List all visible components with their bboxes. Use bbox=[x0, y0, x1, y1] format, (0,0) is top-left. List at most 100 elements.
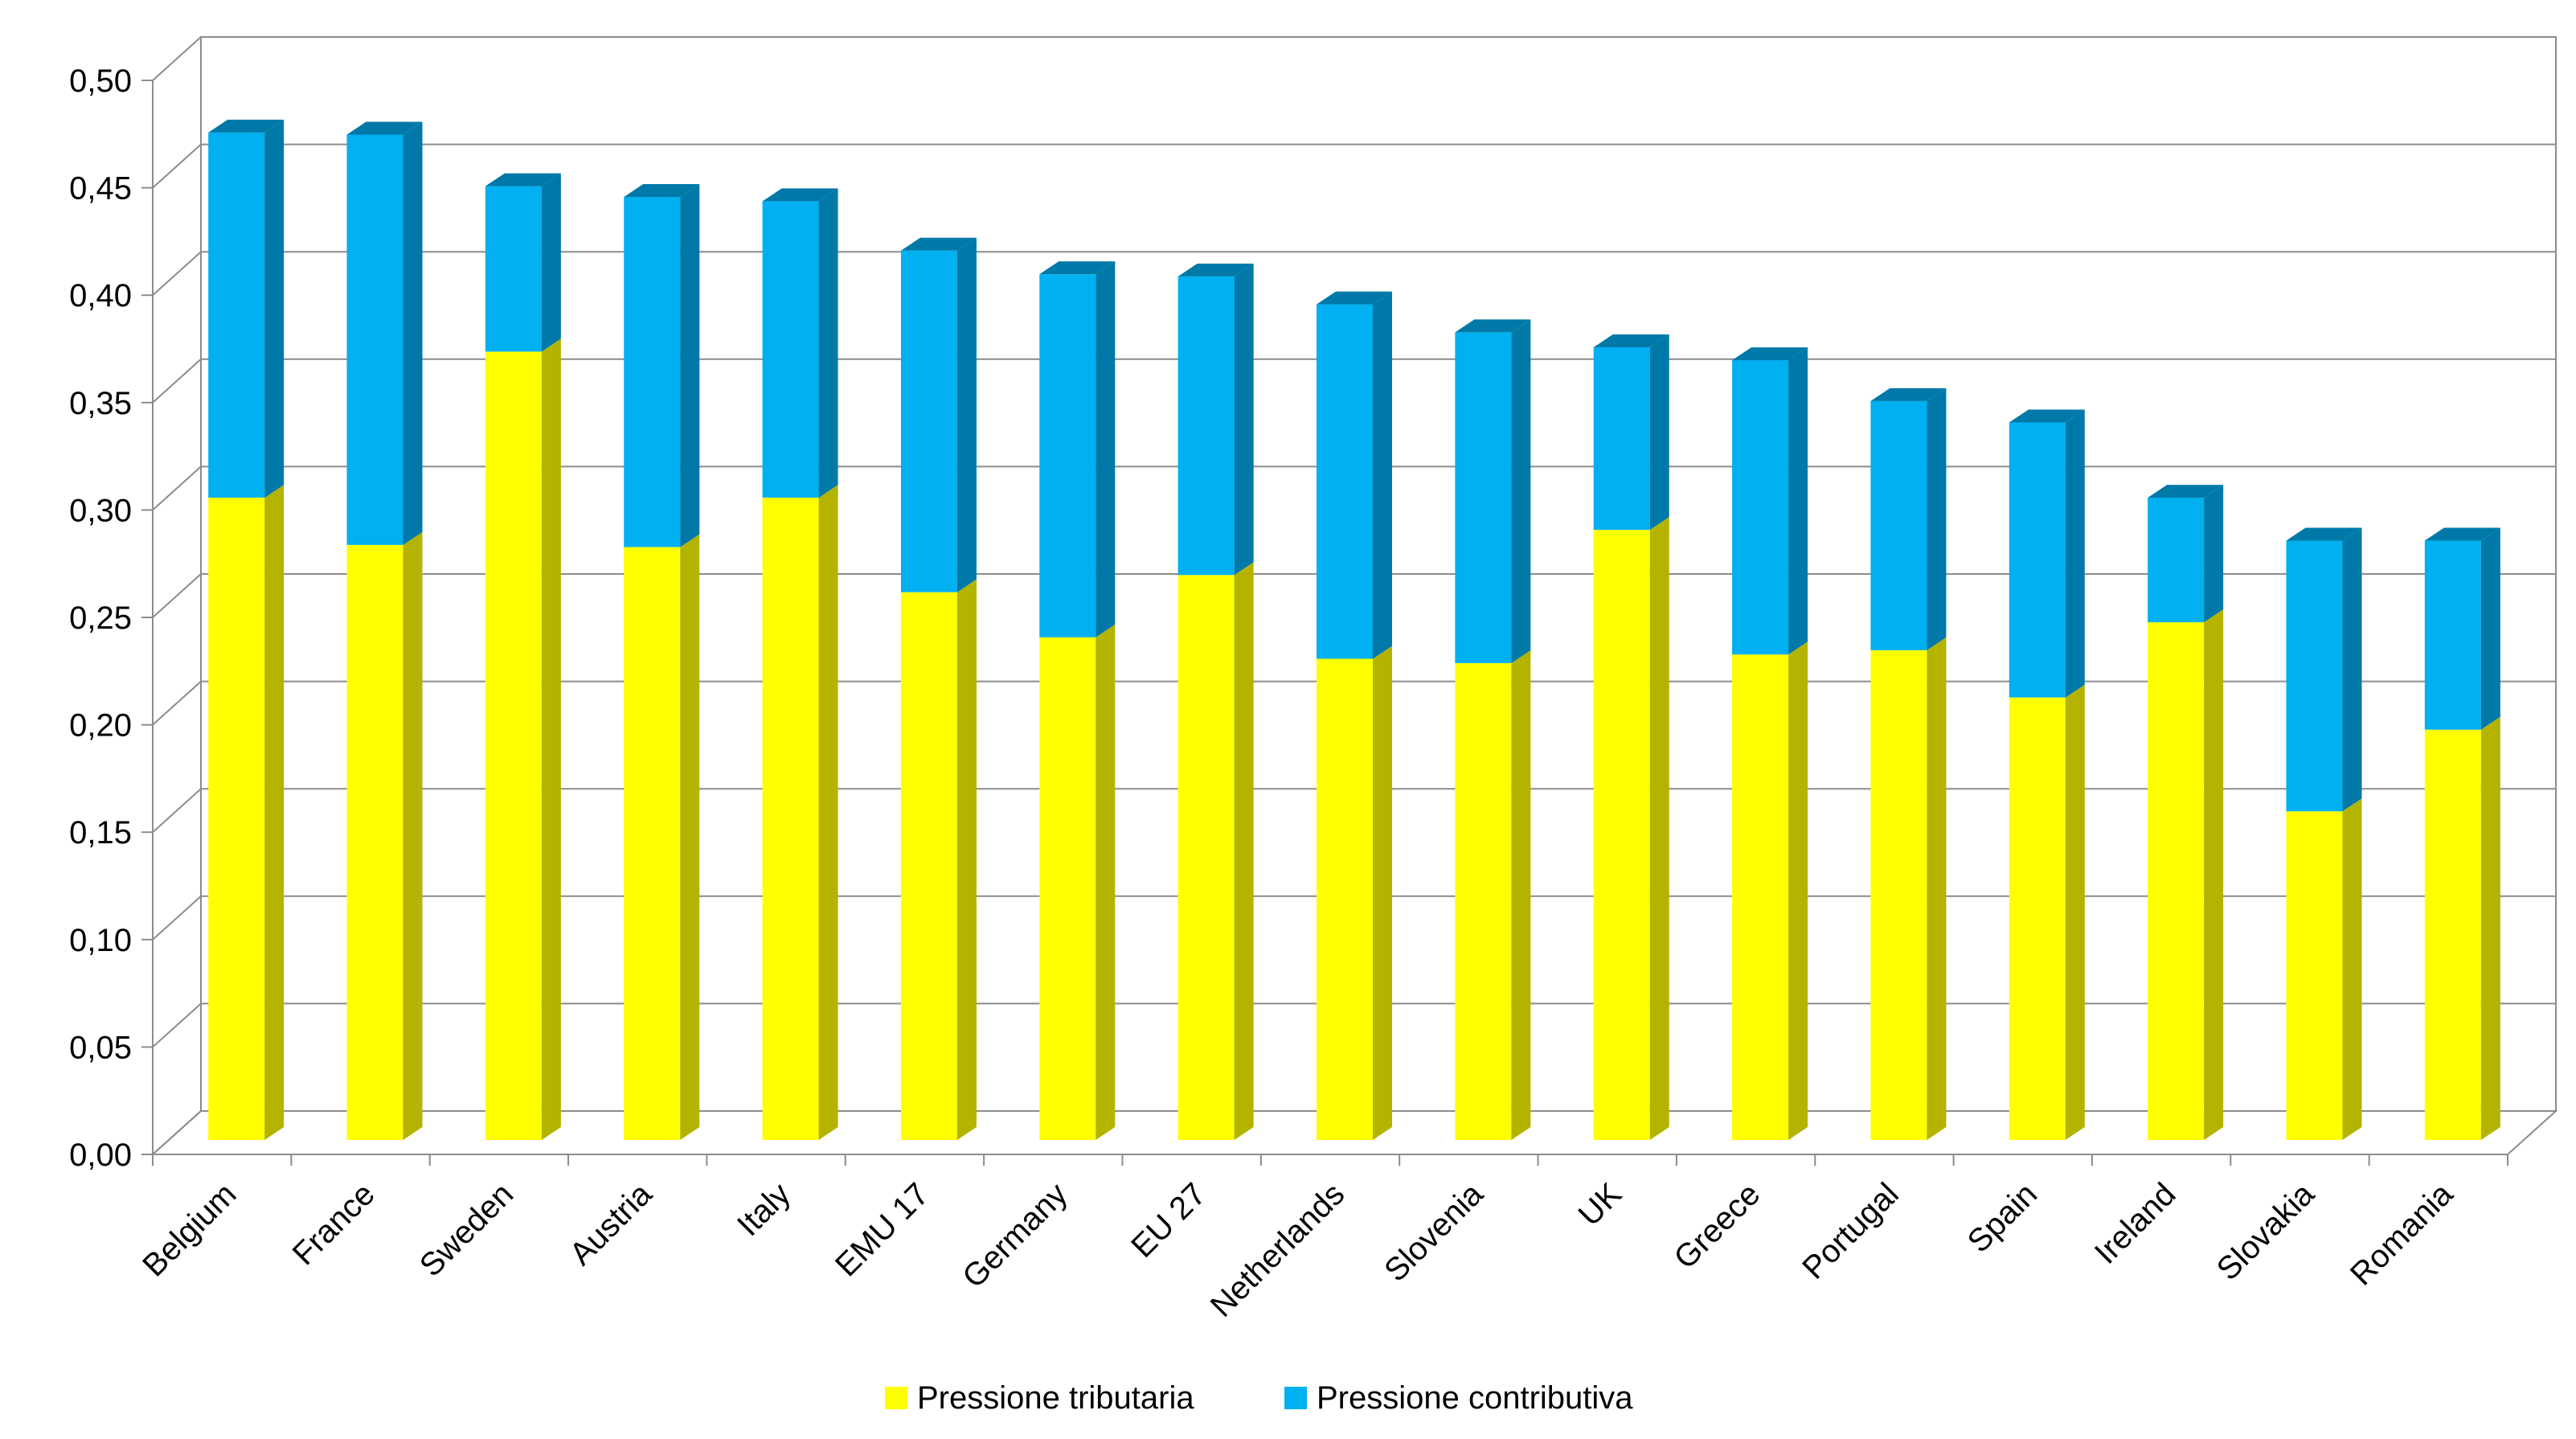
y-tick-label: 0,25 bbox=[69, 601, 132, 636]
x-tick-label: Ireland bbox=[2088, 1176, 2183, 1271]
bar-top bbox=[2424, 527, 2500, 541]
y-tick-label: 0,10 bbox=[69, 923, 132, 958]
bar-front bbox=[2009, 422, 2066, 698]
bar-front bbox=[346, 544, 403, 1140]
bar-top bbox=[2286, 527, 2362, 541]
bar-front bbox=[1177, 575, 1235, 1140]
bar-segment-tributaria bbox=[624, 534, 700, 1140]
bar-front bbox=[2286, 540, 2343, 812]
bar-side bbox=[2065, 684, 2085, 1140]
bar-front bbox=[624, 196, 681, 547]
bar-side bbox=[1096, 624, 1116, 1140]
gridline-side bbox=[152, 1110, 202, 1155]
bar-front bbox=[900, 250, 957, 592]
x-tick-label: Portugal bbox=[1796, 1176, 1905, 1285]
bar-side bbox=[818, 188, 838, 498]
bar-top bbox=[762, 188, 838, 202]
bar-top bbox=[208, 119, 285, 133]
legend-swatch-contributiva bbox=[1284, 1387, 1307, 1409]
bar-front bbox=[1455, 332, 1512, 663]
bar-top bbox=[1039, 261, 1116, 275]
bar-front bbox=[762, 201, 819, 498]
bar-front bbox=[1317, 304, 1373, 659]
gridline-side bbox=[152, 1002, 202, 1048]
bar-segment-tributaria bbox=[2009, 684, 2085, 1140]
bar-segment-contributiva bbox=[2424, 527, 2500, 730]
x-tick-label: France bbox=[286, 1176, 382, 1272]
bar-front bbox=[2009, 697, 2066, 1140]
bar-front bbox=[1177, 276, 1235, 576]
bar-segment-tributaria bbox=[1870, 637, 1947, 1140]
bar-side bbox=[1649, 334, 1669, 531]
gridline-side bbox=[152, 359, 202, 404]
gridline-side bbox=[152, 788, 202, 833]
bar-side bbox=[1788, 642, 1808, 1140]
bar-segment-contributiva bbox=[900, 237, 977, 592]
bar-front bbox=[624, 547, 681, 1140]
bar-side bbox=[2204, 609, 2224, 1140]
bar-segment-contributiva bbox=[2148, 485, 2224, 623]
x-tick-label: Spain bbox=[1961, 1176, 2044, 1259]
bar-front bbox=[1593, 347, 1650, 531]
bar-top bbox=[624, 183, 700, 197]
bar-side bbox=[1234, 562, 1254, 1140]
y-tick-label: 0,15 bbox=[69, 815, 132, 851]
bar-top bbox=[1593, 334, 1669, 348]
x-tick-label: Slovenia bbox=[1378, 1176, 1490, 1289]
bar-side bbox=[1927, 637, 1947, 1140]
bar-segment-contributiva bbox=[762, 188, 838, 498]
bar-side bbox=[680, 183, 700, 547]
bar-side bbox=[818, 485, 838, 1140]
bar-side bbox=[1649, 517, 1669, 1140]
bar-front bbox=[2424, 729, 2481, 1140]
bar-front bbox=[762, 498, 819, 1140]
bar-front bbox=[1039, 637, 1096, 1140]
bar-segment-contributiva bbox=[2286, 527, 2362, 812]
legend-label-tributaria: Pressione tributaria bbox=[917, 1380, 1194, 1416]
bar-side bbox=[2065, 409, 2085, 698]
bar-top bbox=[1317, 291, 1392, 305]
x-tick-label: EMU 17 bbox=[829, 1176, 936, 1283]
bar-top bbox=[2009, 409, 2085, 423]
bar-top bbox=[2148, 485, 2224, 498]
bar-segment-tributaria bbox=[346, 531, 423, 1140]
y-tick-label: 0,40 bbox=[69, 278, 132, 314]
y-tick-label: 0,20 bbox=[69, 708, 132, 744]
x-tick-label: Romania bbox=[2344, 1176, 2460, 1293]
legend-swatch-tributaria bbox=[885, 1387, 907, 1409]
x-tick-label: Germany bbox=[956, 1176, 1074, 1294]
bar-top bbox=[485, 173, 561, 187]
gridline-side bbox=[152, 36, 202, 81]
bar-front bbox=[208, 132, 265, 498]
bar-segment-contributiva bbox=[1317, 291, 1392, 659]
gridline-side bbox=[152, 573, 202, 618]
bar-top bbox=[900, 237, 977, 251]
gridline-side bbox=[152, 251, 202, 296]
y-tick-label: 0,45 bbox=[69, 171, 132, 207]
y-tick-label: 0,35 bbox=[69, 386, 132, 421]
bar-side bbox=[2204, 485, 2224, 623]
bar-front bbox=[1732, 654, 1789, 1140]
x-tick-label: UK bbox=[1572, 1176, 1629, 1233]
bar-front bbox=[1593, 530, 1650, 1140]
bar-side bbox=[956, 579, 977, 1140]
bar-side bbox=[2480, 716, 2500, 1140]
bar-side bbox=[2342, 527, 2362, 812]
bar-segment-tributaria bbox=[1317, 646, 1392, 1140]
legend: Pressione tributaria Pressione contribut… bbox=[885, 1380, 1633, 1416]
bar-segment-contributiva bbox=[208, 119, 285, 498]
y-tick-labels: 0,00 0,05 0,10 0,15 0,20 0,25 0,30 0,35 0,40 0,45… bbox=[69, 64, 132, 1173]
bar-front bbox=[485, 186, 542, 352]
x-tick-label: Belgium bbox=[136, 1176, 243, 1283]
bar-segment-tributaria bbox=[1455, 650, 1531, 1140]
bar-front bbox=[2424, 540, 2481, 730]
x-tick-labels: Belgium France Sweden Austria Italy EMU 17 Ger… bbox=[136, 1176, 2459, 1324]
x-tick-label: Netherlands bbox=[1204, 1176, 1352, 1324]
bar-front bbox=[2148, 498, 2205, 623]
bar-front bbox=[485, 351, 542, 1141]
bar-side bbox=[1927, 387, 1947, 650]
bar-front bbox=[1870, 400, 1927, 650]
bar-top bbox=[1870, 387, 1947, 401]
bar-segment-tributaria bbox=[485, 338, 561, 1141]
